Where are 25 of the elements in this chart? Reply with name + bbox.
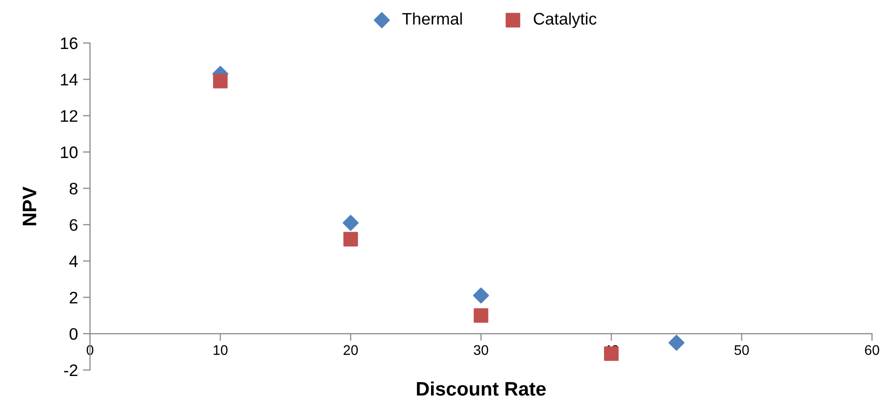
legend-label: Catalytic (534, 12, 596, 28)
y-tick-label: -2 (64, 364, 78, 376)
point (213, 74, 228, 88)
y-axis-title: NPV (22, 186, 36, 226)
x-tick-label: 20 (344, 345, 358, 355)
point (668, 334, 684, 351)
y-tick-label: 10 (60, 146, 78, 158)
y-tick-label: 6 (70, 219, 78, 231)
y-tick-label: 14 (60, 74, 78, 86)
x-tick-label: 10 (214, 345, 228, 355)
x-axis-title: Discount Rate (416, 381, 546, 396)
legend-label: Thermal (402, 12, 462, 25)
y-tick-label: 12 (60, 110, 78, 122)
y-tick-label: 2 (70, 292, 78, 304)
x-tick-label: 50 (734, 345, 749, 355)
y-tick-label: 8 (70, 182, 78, 195)
y-tick-label: 0 (70, 328, 78, 340)
x-tick-label: 60 (864, 345, 880, 355)
y-tick-label: 16 (60, 37, 78, 50)
point (473, 288, 489, 304)
point (343, 232, 358, 246)
x-tick-label: 30 (474, 345, 488, 355)
point (342, 214, 359, 231)
y-tick-label: 4 (69, 256, 78, 268)
point (474, 308, 488, 323)
